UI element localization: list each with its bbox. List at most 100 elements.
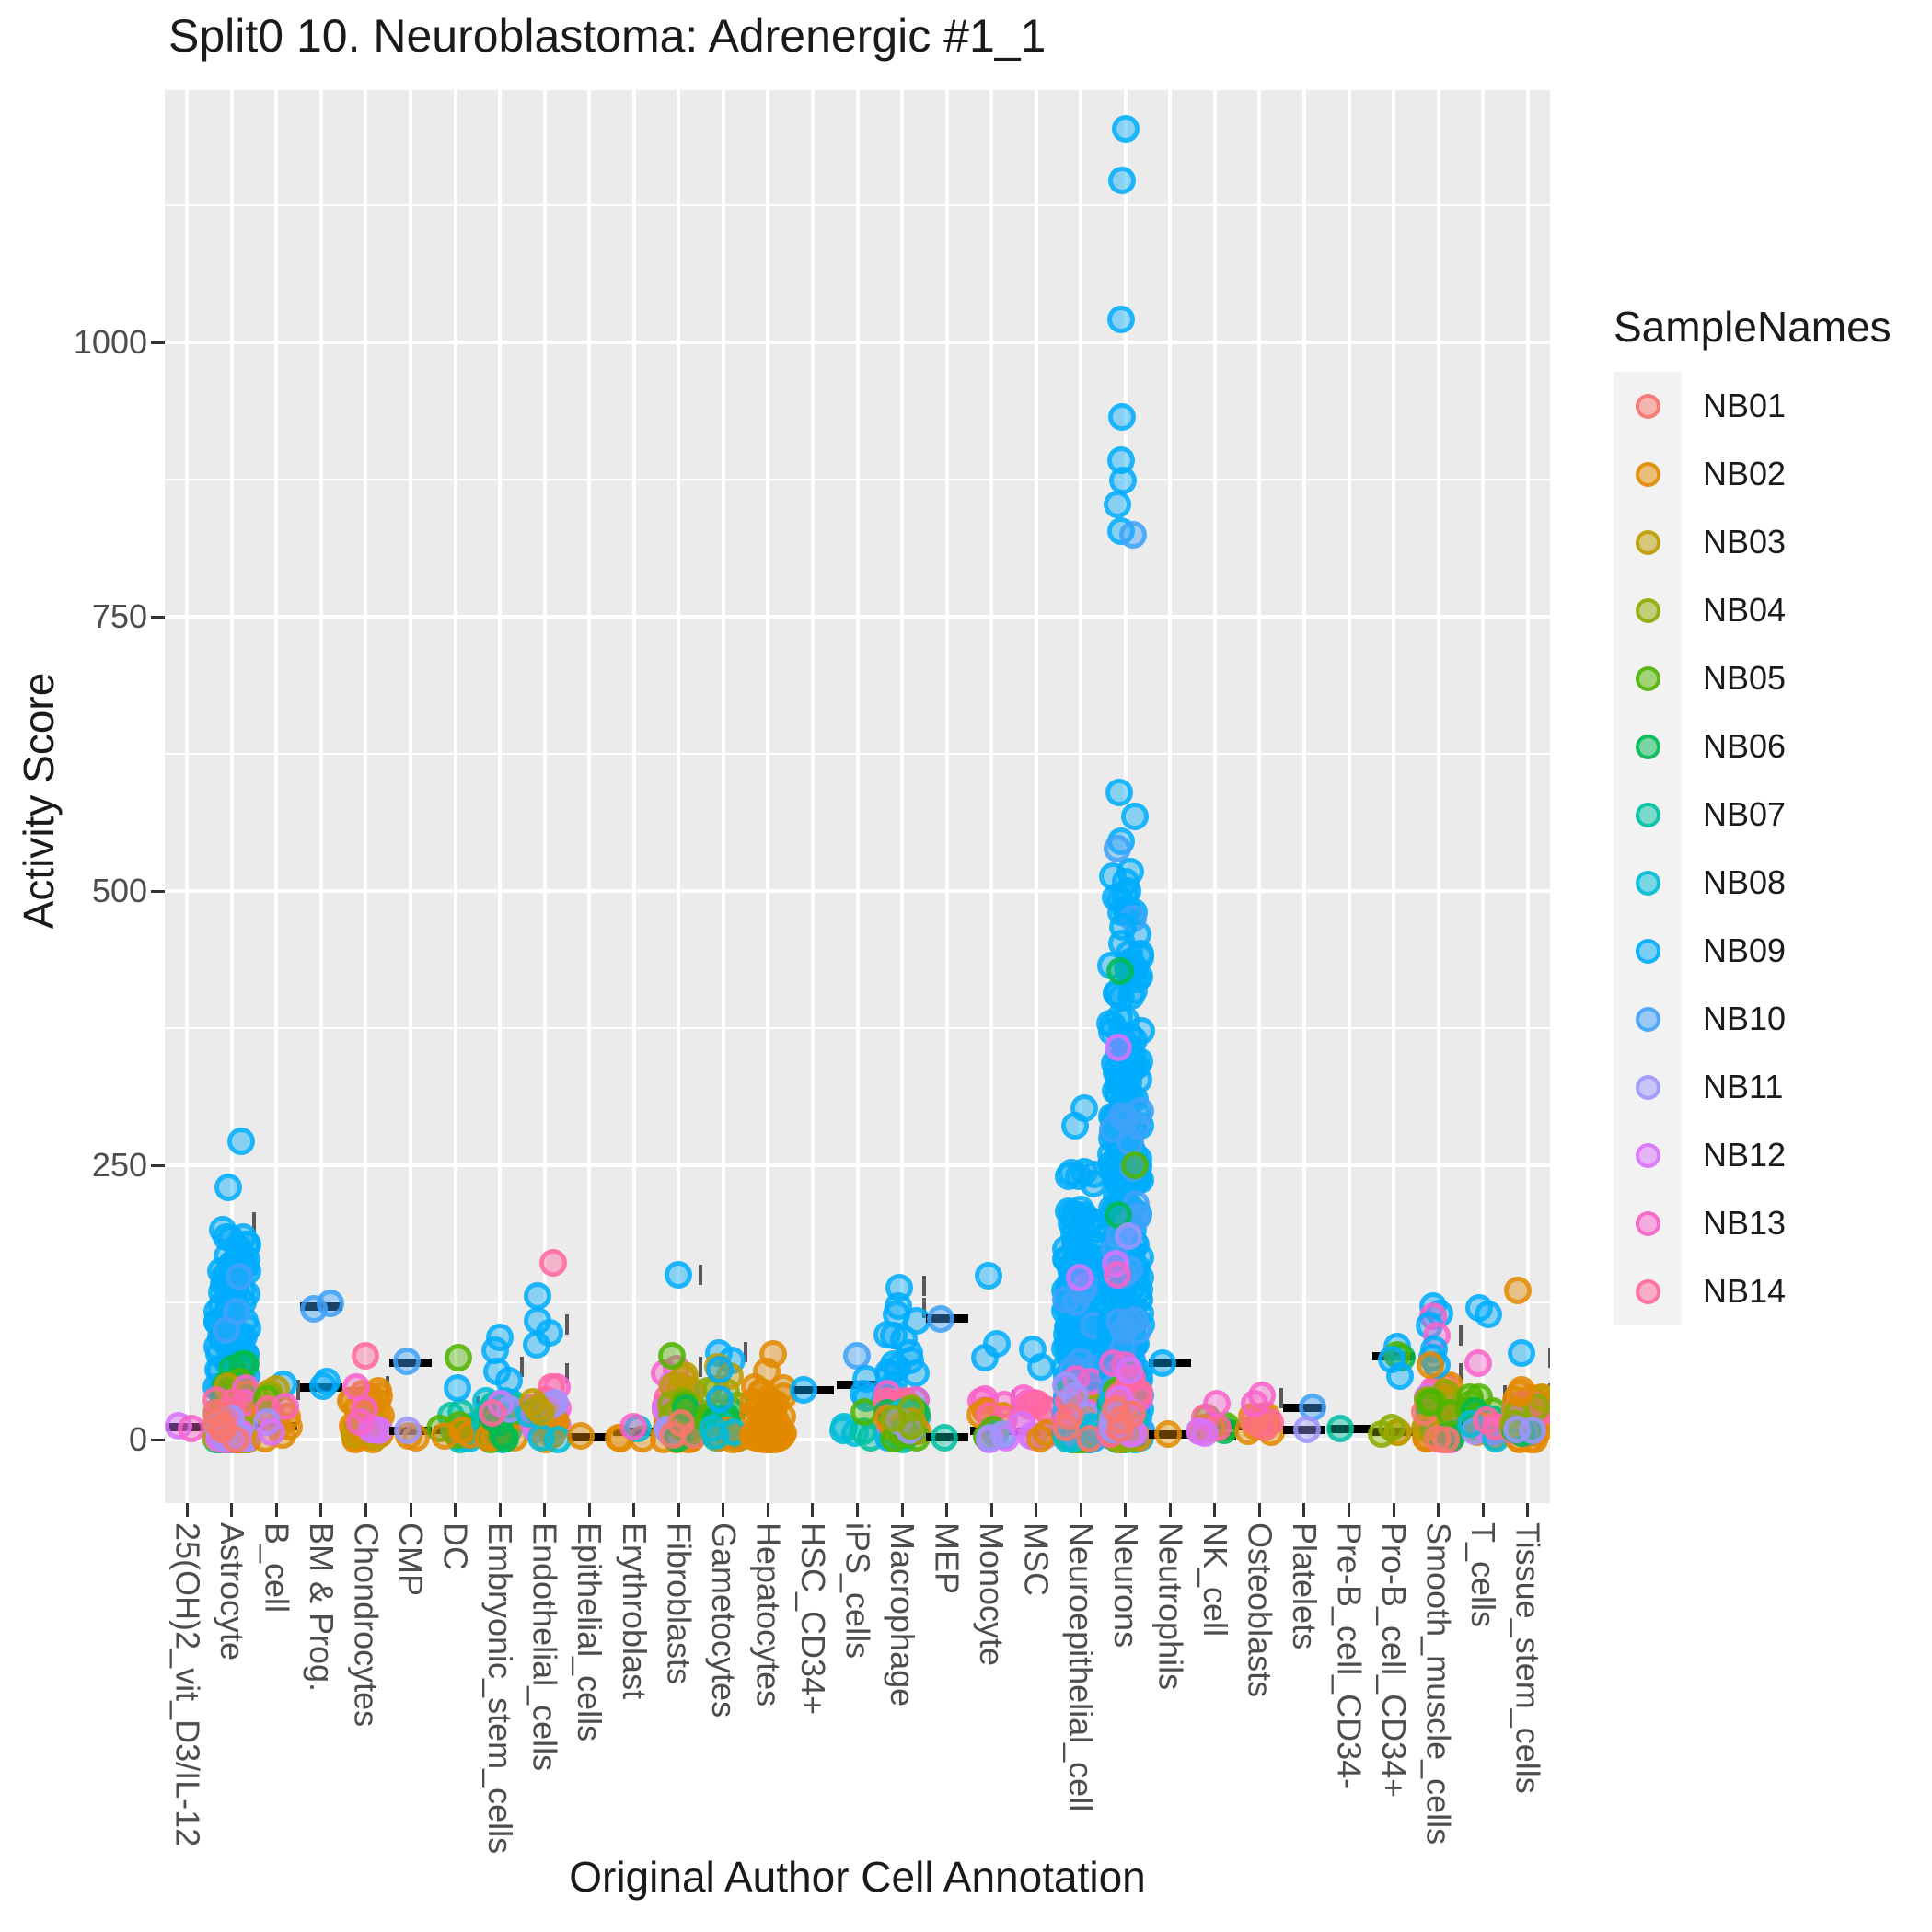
quantile-dash <box>699 1357 703 1378</box>
x-tick-mark <box>1302 1503 1306 1517</box>
major-gridline-vertical <box>721 90 725 1503</box>
x-tick-mark <box>1168 1503 1172 1517</box>
x-tick-mark <box>1213 1503 1217 1517</box>
data-point <box>1153 1420 1182 1449</box>
legend-item: NB03 <box>1614 508 1917 576</box>
data-point <box>665 1261 693 1290</box>
data-point <box>1060 1112 1089 1140</box>
major-gridline-vertical <box>989 90 994 1503</box>
legend-item: NB13 <box>1614 1189 1917 1257</box>
y-tick-label: 250 <box>91 1146 147 1184</box>
x-tick-label: Tissue_stem_cells <box>1509 1522 1547 1794</box>
y-tick-mark <box>151 889 165 893</box>
x-tick-label: Endothelial_cells <box>526 1522 564 1772</box>
data-point <box>666 1409 695 1438</box>
legend-item: NB07 <box>1614 781 1917 849</box>
x-tick-mark <box>1526 1503 1530 1517</box>
quantile-dash <box>922 1276 927 1297</box>
data-point <box>1105 778 1134 806</box>
x-tick-label: Platelets <box>1285 1522 1324 1650</box>
quantile-dash <box>1547 1347 1550 1368</box>
legend-item: NB01 <box>1614 372 1917 440</box>
x-tick-mark <box>766 1503 769 1517</box>
data-point <box>1508 1338 1536 1367</box>
y-tick-mark <box>151 1438 165 1441</box>
major-gridline-vertical <box>587 90 592 1503</box>
y-axis-title: Activity Score <box>15 672 63 930</box>
legend-item: NB12 <box>1614 1121 1917 1189</box>
x-tick-label: CMP <box>392 1522 431 1596</box>
data-point <box>227 1127 256 1155</box>
x-tick-label: T_cells <box>1464 1522 1503 1628</box>
legend-point-icon <box>1636 1143 1660 1168</box>
major-gridline-vertical <box>1392 90 1396 1503</box>
legend-item: NB06 <box>1614 712 1917 781</box>
x-tick-mark <box>587 1503 591 1517</box>
data-point <box>1464 1348 1493 1377</box>
data-point <box>1103 491 1131 519</box>
data-point <box>1115 1356 1143 1384</box>
major-gridline-vertical <box>1436 90 1440 1503</box>
legend-item-label: NB08 <box>1703 863 1787 901</box>
data-point <box>1107 403 1136 432</box>
legend-item-label: NB14 <box>1703 1272 1787 1310</box>
x-tick-mark <box>811 1503 815 1517</box>
data-point <box>225 1263 253 1291</box>
x-tick-label: 25(OH)2_vit_D3/IL-12 <box>168 1522 207 1847</box>
legend-point-icon <box>1636 1075 1660 1100</box>
data-point <box>1127 1096 1155 1125</box>
data-point <box>523 1281 551 1310</box>
plot-title: Split0 10. Neuroblastoma: Adrenergic #1_… <box>168 10 1047 62</box>
x-tick-mark <box>632 1503 636 1517</box>
x-tick-label: Macrophage <box>884 1522 922 1707</box>
data-point <box>214 1173 242 1201</box>
x-tick-label: Fibroblasts <box>660 1522 699 1685</box>
quantile-dash <box>1458 1325 1463 1346</box>
legend-point-icon <box>1636 1007 1660 1032</box>
legend-item-label: NB12 <box>1703 1136 1787 1174</box>
legend-point-icon <box>1636 666 1660 691</box>
x-tick-mark <box>454 1503 457 1517</box>
major-gridline-vertical <box>1168 90 1173 1503</box>
quantile-dash <box>699 1265 703 1286</box>
data-point <box>1240 1389 1268 1417</box>
y-tick-mark <box>151 1163 165 1167</box>
data-point <box>1474 1301 1502 1329</box>
legend-item: NB02 <box>1614 440 1917 508</box>
data-point <box>1118 520 1147 549</box>
x-tick-label: MEP <box>928 1522 966 1595</box>
x-tick-label: Neutrophils <box>1151 1522 1190 1691</box>
data-point <box>1503 1276 1532 1304</box>
data-point <box>1149 1348 1177 1377</box>
legend-items: NB01 NB02 NB03 NB04 NB05 NB06 NB07 NB08 NB09 NB10… <box>1614 372 1917 1325</box>
legend-title: SampleNames <box>1614 303 1892 351</box>
data-point <box>1121 802 1150 830</box>
data-point <box>309 1371 338 1400</box>
major-gridline-vertical <box>542 90 547 1503</box>
x-tick-mark <box>856 1503 859 1517</box>
x-tick-label: Pro-B_cell_CD34+ <box>1375 1522 1414 1799</box>
data-point <box>1325 1415 1354 1443</box>
major-gridline-vertical <box>677 90 681 1503</box>
x-tick-label: NK_cell <box>1196 1522 1234 1637</box>
y-tick-mark <box>151 341 165 344</box>
major-gridline-vertical <box>1257 90 1262 1503</box>
x-tick-label: MSC <box>1017 1522 1056 1596</box>
data-point <box>1107 166 1136 194</box>
data-point <box>207 1416 236 1444</box>
major-gridline-vertical <box>453 90 457 1503</box>
x-tick-label: iPS_cells <box>839 1522 877 1660</box>
data-point <box>342 1372 371 1401</box>
data-point <box>885 1291 913 1320</box>
data-point <box>1121 1151 1150 1179</box>
data-point <box>931 1423 959 1452</box>
legend-item: NB14 <box>1614 1257 1917 1325</box>
legend-item-label: NB05 <box>1703 659 1787 697</box>
x-tick-label: Chondrocytes <box>347 1522 386 1728</box>
legend-point-icon <box>1636 598 1660 623</box>
data-point <box>177 1415 205 1443</box>
x-tick-label: Neuroepithelial_cell <box>1062 1522 1101 1812</box>
major-gridline-vertical <box>364 90 368 1503</box>
major-gridline-vertical <box>185 90 190 1503</box>
data-point <box>1385 1361 1414 1390</box>
